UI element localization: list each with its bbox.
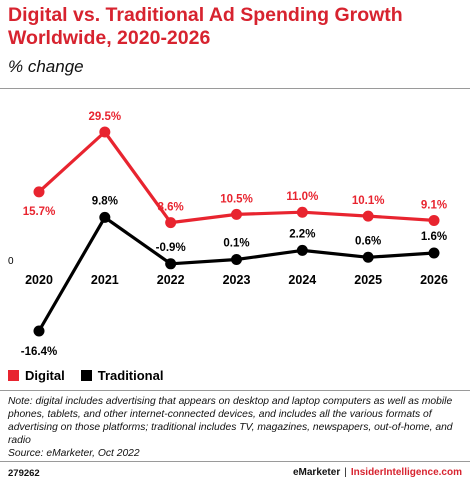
- data-point-traditional-2021: [99, 211, 111, 223]
- legend-item-traditional: Traditional: [80, 368, 164, 383]
- brand-site-link[interactable]: InsiderIntelligence.com: [350, 467, 462, 478]
- brand-name: eMarketer: [292, 467, 341, 478]
- legend-swatch-digital: [8, 370, 19, 381]
- data-label-digital-2026: 9.1%: [421, 199, 447, 211]
- data-label-digital-2022: 8.6%: [158, 202, 184, 214]
- x-tick-label-2020: 2020: [25, 273, 53, 287]
- data-label-digital-2021: 29.5%: [89, 111, 122, 123]
- x-tick-label-2021: 2021: [91, 273, 119, 287]
- y-zero-label: 0: [8, 256, 14, 267]
- data-point-traditional-2025: [362, 251, 374, 263]
- series-points: [33, 126, 440, 337]
- data-label-traditional-2021: 9.8%: [92, 195, 118, 207]
- data-point-traditional-2026: [428, 247, 440, 259]
- note-divider: [0, 390, 470, 391]
- data-label-traditional-2022: -0.9%: [156, 242, 186, 254]
- data-point-traditional-2023: [231, 253, 242, 265]
- chart-id: 279262: [8, 468, 40, 479]
- x-axis-labels: 2020 2021 2022 2023 2024 2025 2026: [25, 273, 448, 287]
- data-labels: 15.7% 29.5% 8.6% 10.5% 11.0% 10.1% 9.1% -16.4% 9…: [21, 111, 447, 358]
- data-point-digital-2023: [231, 208, 242, 220]
- brand-separator: |: [344, 467, 347, 478]
- data-label-traditional-2026: 1.6%: [421, 231, 447, 243]
- data-point-traditional-2024: [296, 244, 308, 256]
- data-label-traditional-2020: -16.4%: [21, 346, 57, 358]
- data-point-digital-2025: [362, 210, 374, 222]
- data-label-traditional-2023: 0.1%: [223, 237, 249, 249]
- data-point-digital-2022: [165, 217, 177, 229]
- series-lines: [37, 130, 436, 333]
- x-tick-label-2022: 2022: [157, 273, 185, 287]
- data-label-digital-2025: 10.1%: [352, 195, 385, 207]
- data-point-traditional-2022: [165, 258, 177, 270]
- chart-title: Digital vs. Traditional Ad Spending Grow…: [8, 4, 403, 49]
- line-chart: 0 2020 2021 2022 2023 2024 2025 2026 15.7% 29.5…: [8, 111, 448, 358]
- note-text: Note: digital includes advertising that …: [8, 396, 453, 446]
- legend-item-digital: Digital: [8, 368, 65, 383]
- legend-swatch-traditional: [80, 370, 92, 381]
- data-point-digital-2026: [428, 214, 440, 226]
- legend-label-digital: Digital: [25, 368, 65, 383]
- chart-subtitle: % change: [8, 57, 84, 76]
- x-tick-label-2025: 2025: [354, 273, 382, 287]
- x-tick-label-2024: 2024: [288, 273, 316, 287]
- legend-label-traditional: Traditional: [97, 368, 164, 383]
- data-label-digital-2020: 15.7%: [23, 206, 56, 218]
- x-tick-label-2023: 2023: [223, 273, 251, 287]
- data-label-digital-2024: 11.0%: [286, 191, 318, 203]
- data-point-digital-2021: [99, 126, 111, 138]
- top-divider: [0, 88, 470, 89]
- footer-divider: [0, 461, 470, 462]
- data-label-traditional-2025: 0.6%: [355, 235, 381, 247]
- data-label-digital-2023: 10.5%: [220, 193, 253, 205]
- data-point-digital-2024: [296, 206, 308, 218]
- data-point-digital-2020: [33, 186, 45, 198]
- source-text: Source: eMarketer, Oct 2022: [8, 448, 140, 459]
- legend: Digital Traditional: [8, 368, 163, 383]
- data-point-traditional-2020: [33, 325, 45, 337]
- data-label-traditional-2024: 2.2%: [289, 228, 315, 240]
- footer-brand: eMarketer | InsiderIntelligence.com: [293, 467, 462, 478]
- x-tick-label-2026: 2026: [420, 273, 448, 287]
- chart-note: Note: digital includes advertising that …: [8, 395, 466, 460]
